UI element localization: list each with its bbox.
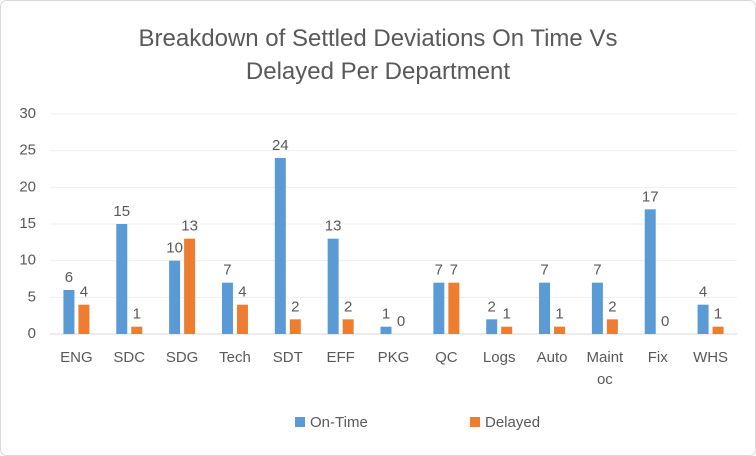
bar <box>184 238 196 334</box>
bar <box>501 326 513 334</box>
x-tick-label: Tech <box>219 349 251 366</box>
bar <box>63 290 75 334</box>
data-label: 4 <box>699 284 707 301</box>
x-tick-label: Fix <box>648 349 668 366</box>
x-tick-label: ENG <box>60 349 93 366</box>
y-tick-label: 20 <box>19 178 36 195</box>
legend-swatch <box>295 417 305 427</box>
bar <box>380 326 392 334</box>
x-tick-label: WHS <box>693 349 728 366</box>
data-label: 7 <box>223 262 231 279</box>
data-label: 0 <box>397 313 405 330</box>
x-tick-label: PKG <box>378 349 410 366</box>
bar <box>327 238 339 334</box>
data-label: 4 <box>238 284 246 301</box>
data-label: 7 <box>540 262 548 279</box>
data-label: 1 <box>555 306 563 323</box>
bar <box>644 209 656 334</box>
chart-title: Breakdown of Settled Deviations On Time … <box>139 25 618 85</box>
bar <box>554 326 566 334</box>
x-tick-label: SDG <box>166 349 199 366</box>
bar <box>274 158 286 334</box>
y-tick-label: 25 <box>19 142 36 159</box>
data-label: 13 <box>181 218 198 235</box>
bar <box>289 319 301 334</box>
y-tick-label: 15 <box>19 215 36 232</box>
bar <box>169 260 181 334</box>
data-label: 2 <box>344 298 352 315</box>
data-label: 6 <box>65 269 73 286</box>
bar <box>712 326 724 334</box>
x-tick-label: Maint oc <box>587 349 625 388</box>
bar <box>342 319 354 334</box>
bar <box>697 304 709 334</box>
bar <box>448 282 460 334</box>
data-label: 10 <box>166 240 183 257</box>
data-label: 7 <box>450 262 458 279</box>
x-tick-label: SDC <box>113 349 145 366</box>
bar <box>486 319 498 334</box>
bar <box>433 282 445 334</box>
bar <box>78 304 90 334</box>
y-tick-label: 5 <box>28 288 36 305</box>
data-label: 7 <box>435 262 443 279</box>
data-label: 7 <box>593 262 601 279</box>
y-tick-label: 0 <box>28 325 36 342</box>
bar <box>116 224 128 334</box>
data-label: 2 <box>291 298 299 315</box>
legend-swatch <box>470 417 480 427</box>
data-label: 1 <box>714 306 722 323</box>
bar <box>131 326 143 334</box>
data-label: 24 <box>272 137 289 154</box>
bar <box>591 282 603 334</box>
legend-label: Delayed <box>485 414 540 431</box>
data-label: 1 <box>133 306 141 323</box>
bar <box>221 282 233 334</box>
y-tick-label: 10 <box>19 252 36 269</box>
data-label: 0 <box>661 313 669 330</box>
bar <box>236 304 248 334</box>
bar <box>539 282 551 334</box>
bar <box>606 319 618 334</box>
data-label: 1 <box>382 306 390 323</box>
data-label: 13 <box>325 218 342 235</box>
x-tick-label: Logs <box>483 349 516 366</box>
data-label: 15 <box>113 203 130 220</box>
legend-label: On-Time <box>310 414 368 431</box>
data-label: 1 <box>503 306 511 323</box>
x-tick-label: QC <box>435 349 458 366</box>
x-tick-label: EFF <box>326 349 354 366</box>
x-tick-label: Auto <box>537 349 568 366</box>
data-label: 2 <box>608 298 616 315</box>
data-label: 4 <box>80 284 88 301</box>
y-tick-label: 30 <box>19 105 36 122</box>
data-label: 2 <box>488 298 496 315</box>
x-tick-label: SDT <box>273 349 303 366</box>
data-label: 17 <box>642 188 659 205</box>
